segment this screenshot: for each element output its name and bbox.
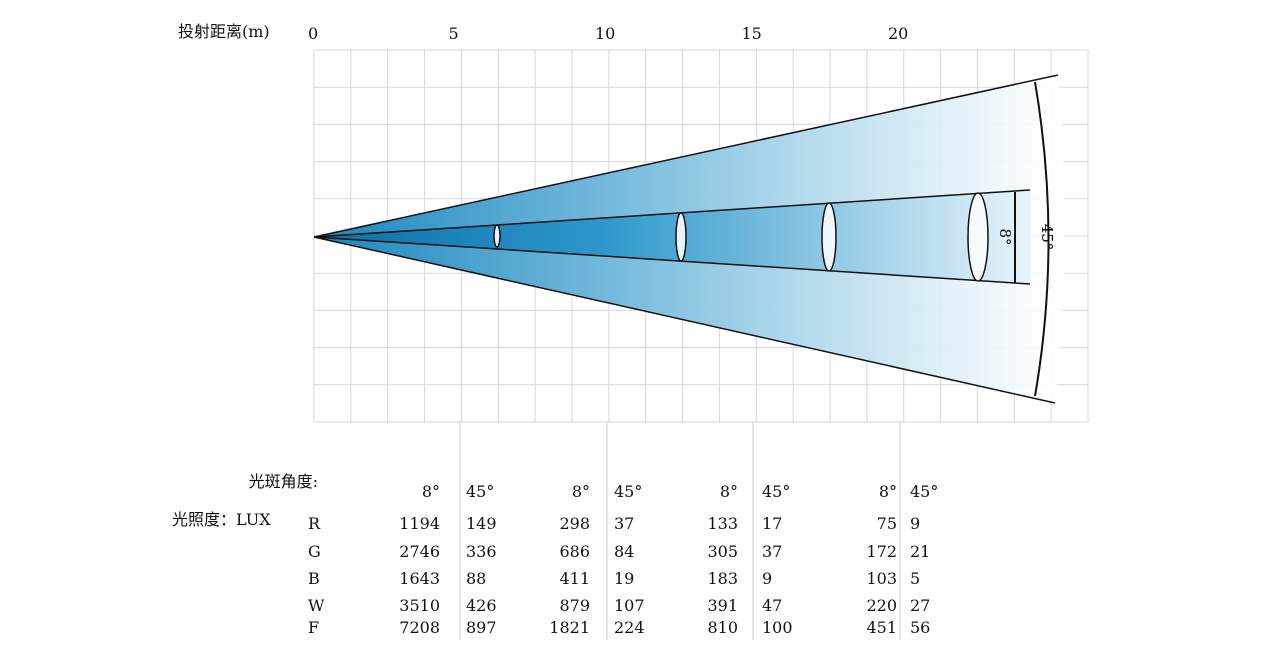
lux-value: 172 xyxy=(866,542,897,561)
lux-value: 3510 xyxy=(399,596,440,615)
illuminance-label: 光照度：LUX xyxy=(172,510,271,529)
wide-beam-edge-top xyxy=(313,74,1059,238)
narrow-beam-edge-bottom xyxy=(313,236,1031,285)
narrow-beam-edge-top xyxy=(313,189,1031,238)
lux-value: 305 xyxy=(707,542,738,561)
spot-ellipse xyxy=(493,224,501,248)
color-channel-label: W xyxy=(308,596,325,615)
lux-value: 391 xyxy=(707,596,738,615)
lux-value: 37 xyxy=(614,514,635,533)
lux-value: 103 xyxy=(866,569,897,588)
angle-header: 8° xyxy=(878,482,897,501)
angle-header: 45° xyxy=(466,482,495,501)
lux-value: 451 xyxy=(866,618,897,637)
wide-angle-arc xyxy=(1034,81,1050,397)
lux-value: 426 xyxy=(466,596,497,615)
lux-value: 47 xyxy=(762,596,783,615)
lux-value: 7208 xyxy=(399,618,440,637)
angle-header: 8° xyxy=(719,482,738,501)
lux-value: 1194 xyxy=(399,514,440,533)
spot-ellipse xyxy=(821,202,837,272)
lux-value: 1643 xyxy=(399,569,440,588)
lux-value: 220 xyxy=(866,596,897,615)
lux-value: 2746 xyxy=(399,542,440,561)
lux-value: 686 xyxy=(559,542,590,561)
lux-value: 84 xyxy=(614,542,635,561)
angle-header: 8° xyxy=(571,482,590,501)
spot-angle-label: 光斑角度: xyxy=(248,472,318,491)
narrow-angle-label: 8° xyxy=(996,228,1014,245)
wide-angle-label: 45° xyxy=(1038,224,1056,251)
lux-value: 88 xyxy=(466,569,487,588)
lux-value: 21 xyxy=(910,542,931,561)
angle-header: 45° xyxy=(614,482,643,501)
lux-value: 224 xyxy=(614,618,645,637)
distance-tick: 10 xyxy=(595,24,616,43)
distance-tick: 0 xyxy=(308,24,319,43)
lux-value: 9 xyxy=(762,569,773,588)
lux-value: 411 xyxy=(559,569,590,588)
spot-ellipse xyxy=(675,212,687,262)
lux-value: 298 xyxy=(559,514,590,533)
lux-value: 183 xyxy=(707,569,738,588)
angle-header: 8° xyxy=(421,482,440,501)
lux-value: 879 xyxy=(559,596,590,615)
color-channel-label: B xyxy=(308,569,320,588)
lux-value: 149 xyxy=(466,514,497,533)
color-channel-label: G xyxy=(308,542,321,561)
lux-value: 17 xyxy=(762,514,783,533)
lux-value: 19 xyxy=(614,569,635,588)
lux-value: 27 xyxy=(910,596,931,615)
lux-value: 1821 xyxy=(549,618,590,637)
lux-value: 5 xyxy=(910,569,921,588)
narrow-beam-cone xyxy=(314,190,1030,284)
angle-header: 45° xyxy=(762,482,791,501)
angle-header: 45° xyxy=(910,482,939,501)
distance-tick: 15 xyxy=(741,24,762,43)
distance-tick: 5 xyxy=(448,24,459,43)
lux-value: 810 xyxy=(707,618,738,637)
wide-beam-edge-bottom xyxy=(313,236,1056,404)
lux-value: 107 xyxy=(614,596,645,615)
lux-value: 9 xyxy=(910,514,921,533)
spot-ellipse xyxy=(967,192,989,282)
lux-value: 100 xyxy=(762,618,793,637)
lux-value: 37 xyxy=(762,542,783,561)
distance-axis-label: 投射距离(m) xyxy=(178,22,270,41)
lux-value: 56 xyxy=(910,618,931,637)
color-channel-label: F xyxy=(308,618,320,637)
lux-value: 75 xyxy=(876,514,897,533)
distance-tick: 20 xyxy=(888,24,909,43)
lux-value: 336 xyxy=(466,542,497,561)
lux-value: 133 xyxy=(707,514,738,533)
color-channel-label: R xyxy=(308,514,321,533)
lux-value: 897 xyxy=(466,618,497,637)
